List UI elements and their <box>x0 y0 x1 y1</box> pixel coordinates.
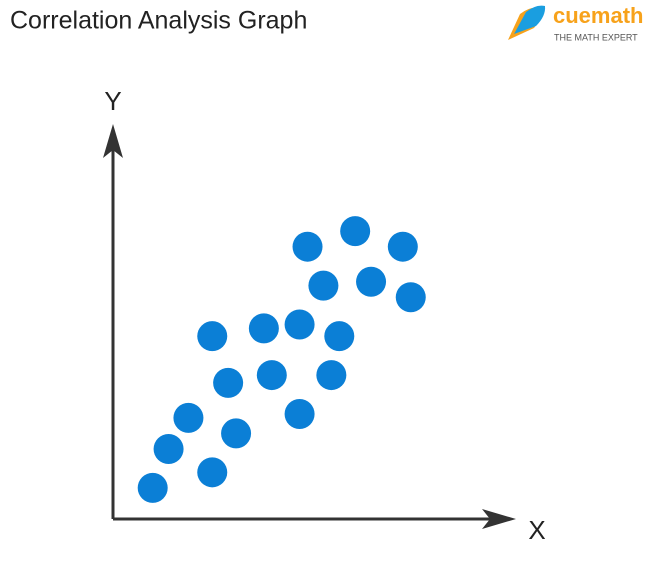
point <box>197 457 228 488</box>
point <box>256 360 287 391</box>
point <box>324 321 355 352</box>
point <box>356 266 387 297</box>
point <box>284 309 315 340</box>
point <box>173 402 204 433</box>
y-arrow <box>103 124 123 158</box>
point <box>248 313 279 344</box>
y-axis-label: Y <box>104 86 121 116</box>
logo-rocket-body <box>514 5 546 34</box>
point <box>292 231 323 262</box>
x-arrow <box>482 509 516 529</box>
x-axis-label: X <box>528 515 545 545</box>
point <box>395 282 426 313</box>
point <box>316 360 347 391</box>
point <box>308 270 339 301</box>
point <box>197 321 228 352</box>
point <box>340 216 371 247</box>
logo-name: cuemath <box>553 3 643 28</box>
chart-title: Correlation Analysis Graph <box>10 7 307 35</box>
point <box>221 418 252 449</box>
point <box>213 367 244 398</box>
point <box>137 472 168 503</box>
point <box>387 231 418 262</box>
logo-tagline: THE MATH EXPERT <box>554 32 638 42</box>
point <box>284 398 315 429</box>
point <box>153 433 184 464</box>
logo: cuemath THE MATH EXPERT <box>508 3 643 42</box>
